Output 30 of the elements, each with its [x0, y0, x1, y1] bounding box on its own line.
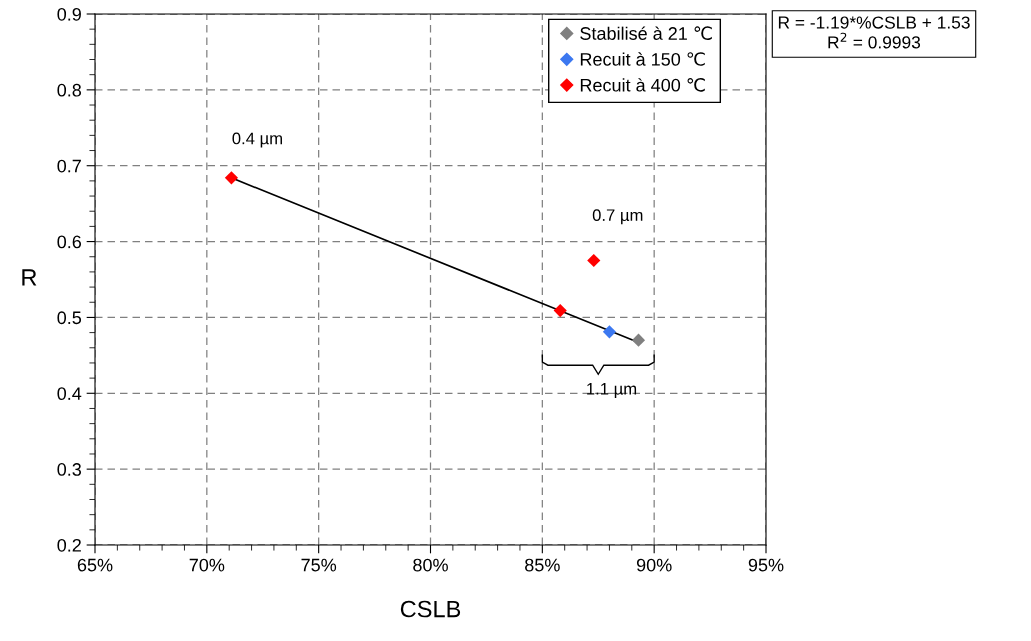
x-tick-label: 65% [77, 558, 113, 572]
y-tick-label: 0.9 [57, 7, 81, 21]
y-tick-label: 0.2 [57, 538, 81, 552]
x-tick-label: 70% [189, 558, 225, 572]
legend-label: Recuit à 400 ℃ [580, 78, 705, 92]
x-tick-label: 90% [636, 558, 672, 572]
point [224, 171, 239, 185]
annotation: 0.4 µm [232, 132, 282, 148]
y-tick-label: 0.8 [57, 83, 82, 97]
annotation: 0.7 µm [592, 209, 643, 225]
y-axis-title: R [22, 269, 37, 286]
y-tick-label: 0.7 [57, 159, 81, 173]
point [631, 333, 646, 347]
text: R$^{2}$ = 0.9993 [828, 32, 921, 49]
point [587, 253, 601, 268]
legend-label: Stabilisé à 21 ℃ [580, 26, 712, 40]
point [553, 304, 567, 318]
x-tick-label: 75% [301, 558, 337, 572]
x-tick-label: 80% [413, 558, 448, 572]
x-axis-title: CSLB [400, 600, 461, 618]
y-tick-label: 0.4 [57, 387, 82, 401]
legend-label: Recuit à 150 ℃ [580, 52, 705, 66]
text: R = -1.19*%CSLB + 1.53 [778, 16, 970, 29]
x-tick-label: 85% [525, 558, 560, 572]
y-tick-label: 0.3 [57, 463, 82, 476]
annotation: 1.1 µm [587, 383, 637, 398]
x-tick-label: 95% [748, 558, 784, 572]
point [602, 325, 617, 339]
y-tick-label: 0.5 [57, 311, 82, 325]
y-tick-label: 0.6 [57, 235, 82, 249]
